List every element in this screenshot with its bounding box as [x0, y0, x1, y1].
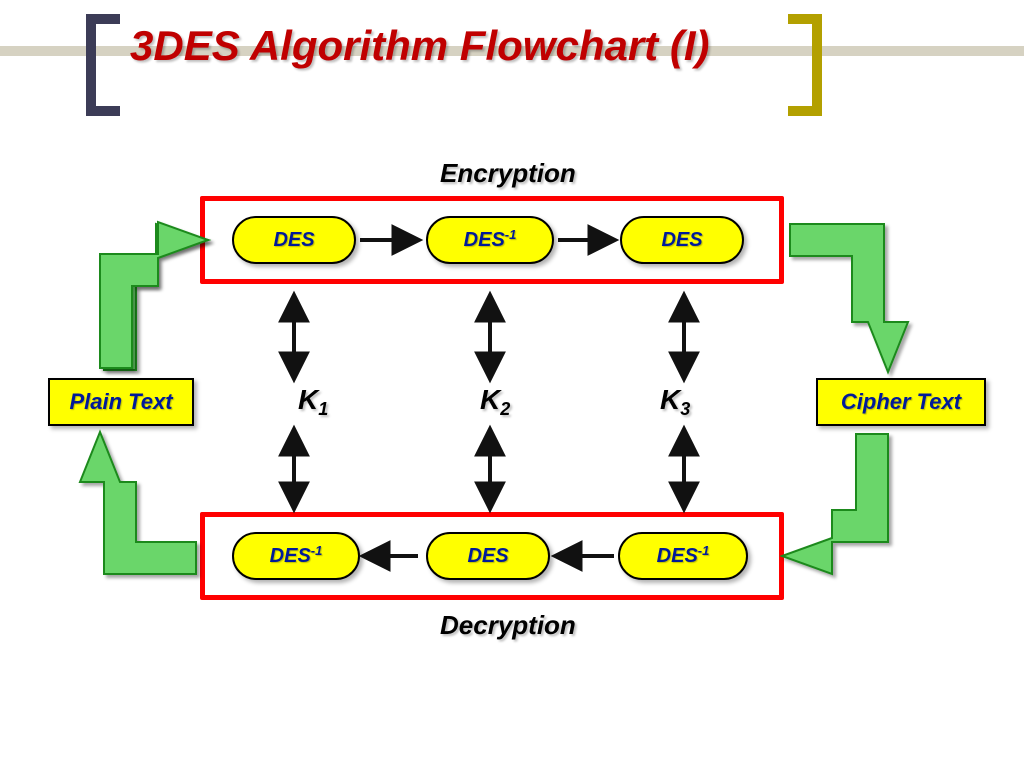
- dec-step-2: DES: [426, 532, 550, 580]
- page-title: 3DES Algorithm Flowchart (I): [130, 22, 709, 70]
- arrow-cipher-to-dec: [780, 434, 886, 572]
- dec-step-1: DES-1: [232, 532, 360, 580]
- arrow-dec-to-plain: [82, 430, 196, 574]
- plaintext-box: Plain Text: [48, 378, 194, 426]
- ciphertext-box: Cipher Text: [816, 378, 986, 426]
- arrow-plain-to-enc: [100, 222, 208, 368]
- bracket-right: [788, 14, 822, 116]
- decryption-label: Decryption: [440, 610, 576, 641]
- encryption-label: Encryption: [440, 158, 576, 189]
- dec-step-3: DES-1: [618, 532, 748, 580]
- key-2-label: K2: [480, 384, 510, 416]
- bracket-left: [86, 14, 120, 116]
- enc-step-1: DES: [232, 216, 356, 264]
- arrow-enc-to-cipher: [790, 224, 908, 372]
- enc-step-3: DES: [620, 216, 744, 264]
- arrow-enc-to-cipher: [790, 224, 906, 372]
- key-3-label: K3: [660, 384, 690, 416]
- key-1-label: K1: [298, 384, 328, 416]
- enc-step-2: DES-1: [426, 216, 554, 264]
